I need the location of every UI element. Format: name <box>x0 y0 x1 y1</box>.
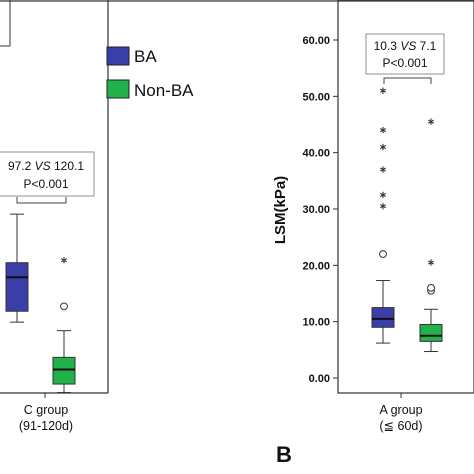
panel-label: B <box>276 442 292 467</box>
right-ba-outlier-star <box>379 191 387 199</box>
right-ba-outlier-star <box>379 143 387 151</box>
left-category-sublabel: (91-120d) <box>19 419 73 433</box>
left-annotation-line2: P<0.001 <box>23 177 68 191</box>
left-non-ba-box <box>52 356 76 385</box>
left-category-label: C group <box>24 403 69 417</box>
right-non-ba-outlier-circle <box>427 283 435 292</box>
left-annotation-line1: 97.2 VS 120.1 <box>8 159 84 173</box>
right-ba-outlier-star <box>379 87 387 94</box>
legend-label-non-ba: Non-BA <box>134 81 194 100</box>
right-y-axis-label: LSM(kPa) <box>272 176 289 244</box>
right-y-tick-label: 60.00 <box>302 35 330 47</box>
left-non-ba-outlier-circle <box>60 302 68 311</box>
right-category-sublabel: (≦ 60d) <box>379 419 422 433</box>
right-annotation-box <box>365 33 445 75</box>
right-plot-frame <box>337 0 474 394</box>
right-ba-box <box>371 307 395 328</box>
left-panel-c-group: 97.2 VS 120.1 P<0.001 C group (91-120d) <box>0 0 109 433</box>
left-ba-box <box>5 262 29 312</box>
legend: BA Non-BA <box>106 46 194 100</box>
right-non-ba-outlier-star <box>427 118 435 125</box>
right-panel-a-group: LSM(kPa) 0.00 10.00 20.00 30.00 40.00 50.00 60… <box>272 0 474 433</box>
right-annotation-line2: P<0.001 <box>382 56 427 70</box>
left-significance-bracket <box>16 197 67 204</box>
left-non-ba-outlier-star <box>60 257 68 264</box>
right-ba-outlier-star <box>379 166 387 173</box>
right-ba-outlier-star <box>379 126 387 134</box>
legend-swatch-non-ba <box>106 79 130 99</box>
left-annotation-box <box>0 151 95 197</box>
right-non-ba-outlier-star <box>427 259 435 266</box>
right-non-ba-box <box>419 323 443 342</box>
right-y-tick-label: 0.00 <box>309 373 330 385</box>
right-category-label: A group <box>379 403 422 417</box>
legend-label-ba: BA <box>134 47 157 66</box>
right-y-tick-label: 30.00 <box>302 204 330 216</box>
right-ba-outlier-circle <box>379 250 387 258</box>
right-ba-outlier-star <box>379 202 387 210</box>
right-annotation-line1: 10.3 VS 7.1 <box>374 39 437 53</box>
right-y-tick-label: 20.00 <box>302 260 330 272</box>
right-y-tick-label: 50.00 <box>302 91 330 103</box>
right-y-tick-label: 40.00 <box>302 148 330 160</box>
right-significance-bracket <box>383 77 432 84</box>
legend-swatch-ba <box>106 46 130 66</box>
right-y-tick-label: 10.00 <box>302 317 330 329</box>
